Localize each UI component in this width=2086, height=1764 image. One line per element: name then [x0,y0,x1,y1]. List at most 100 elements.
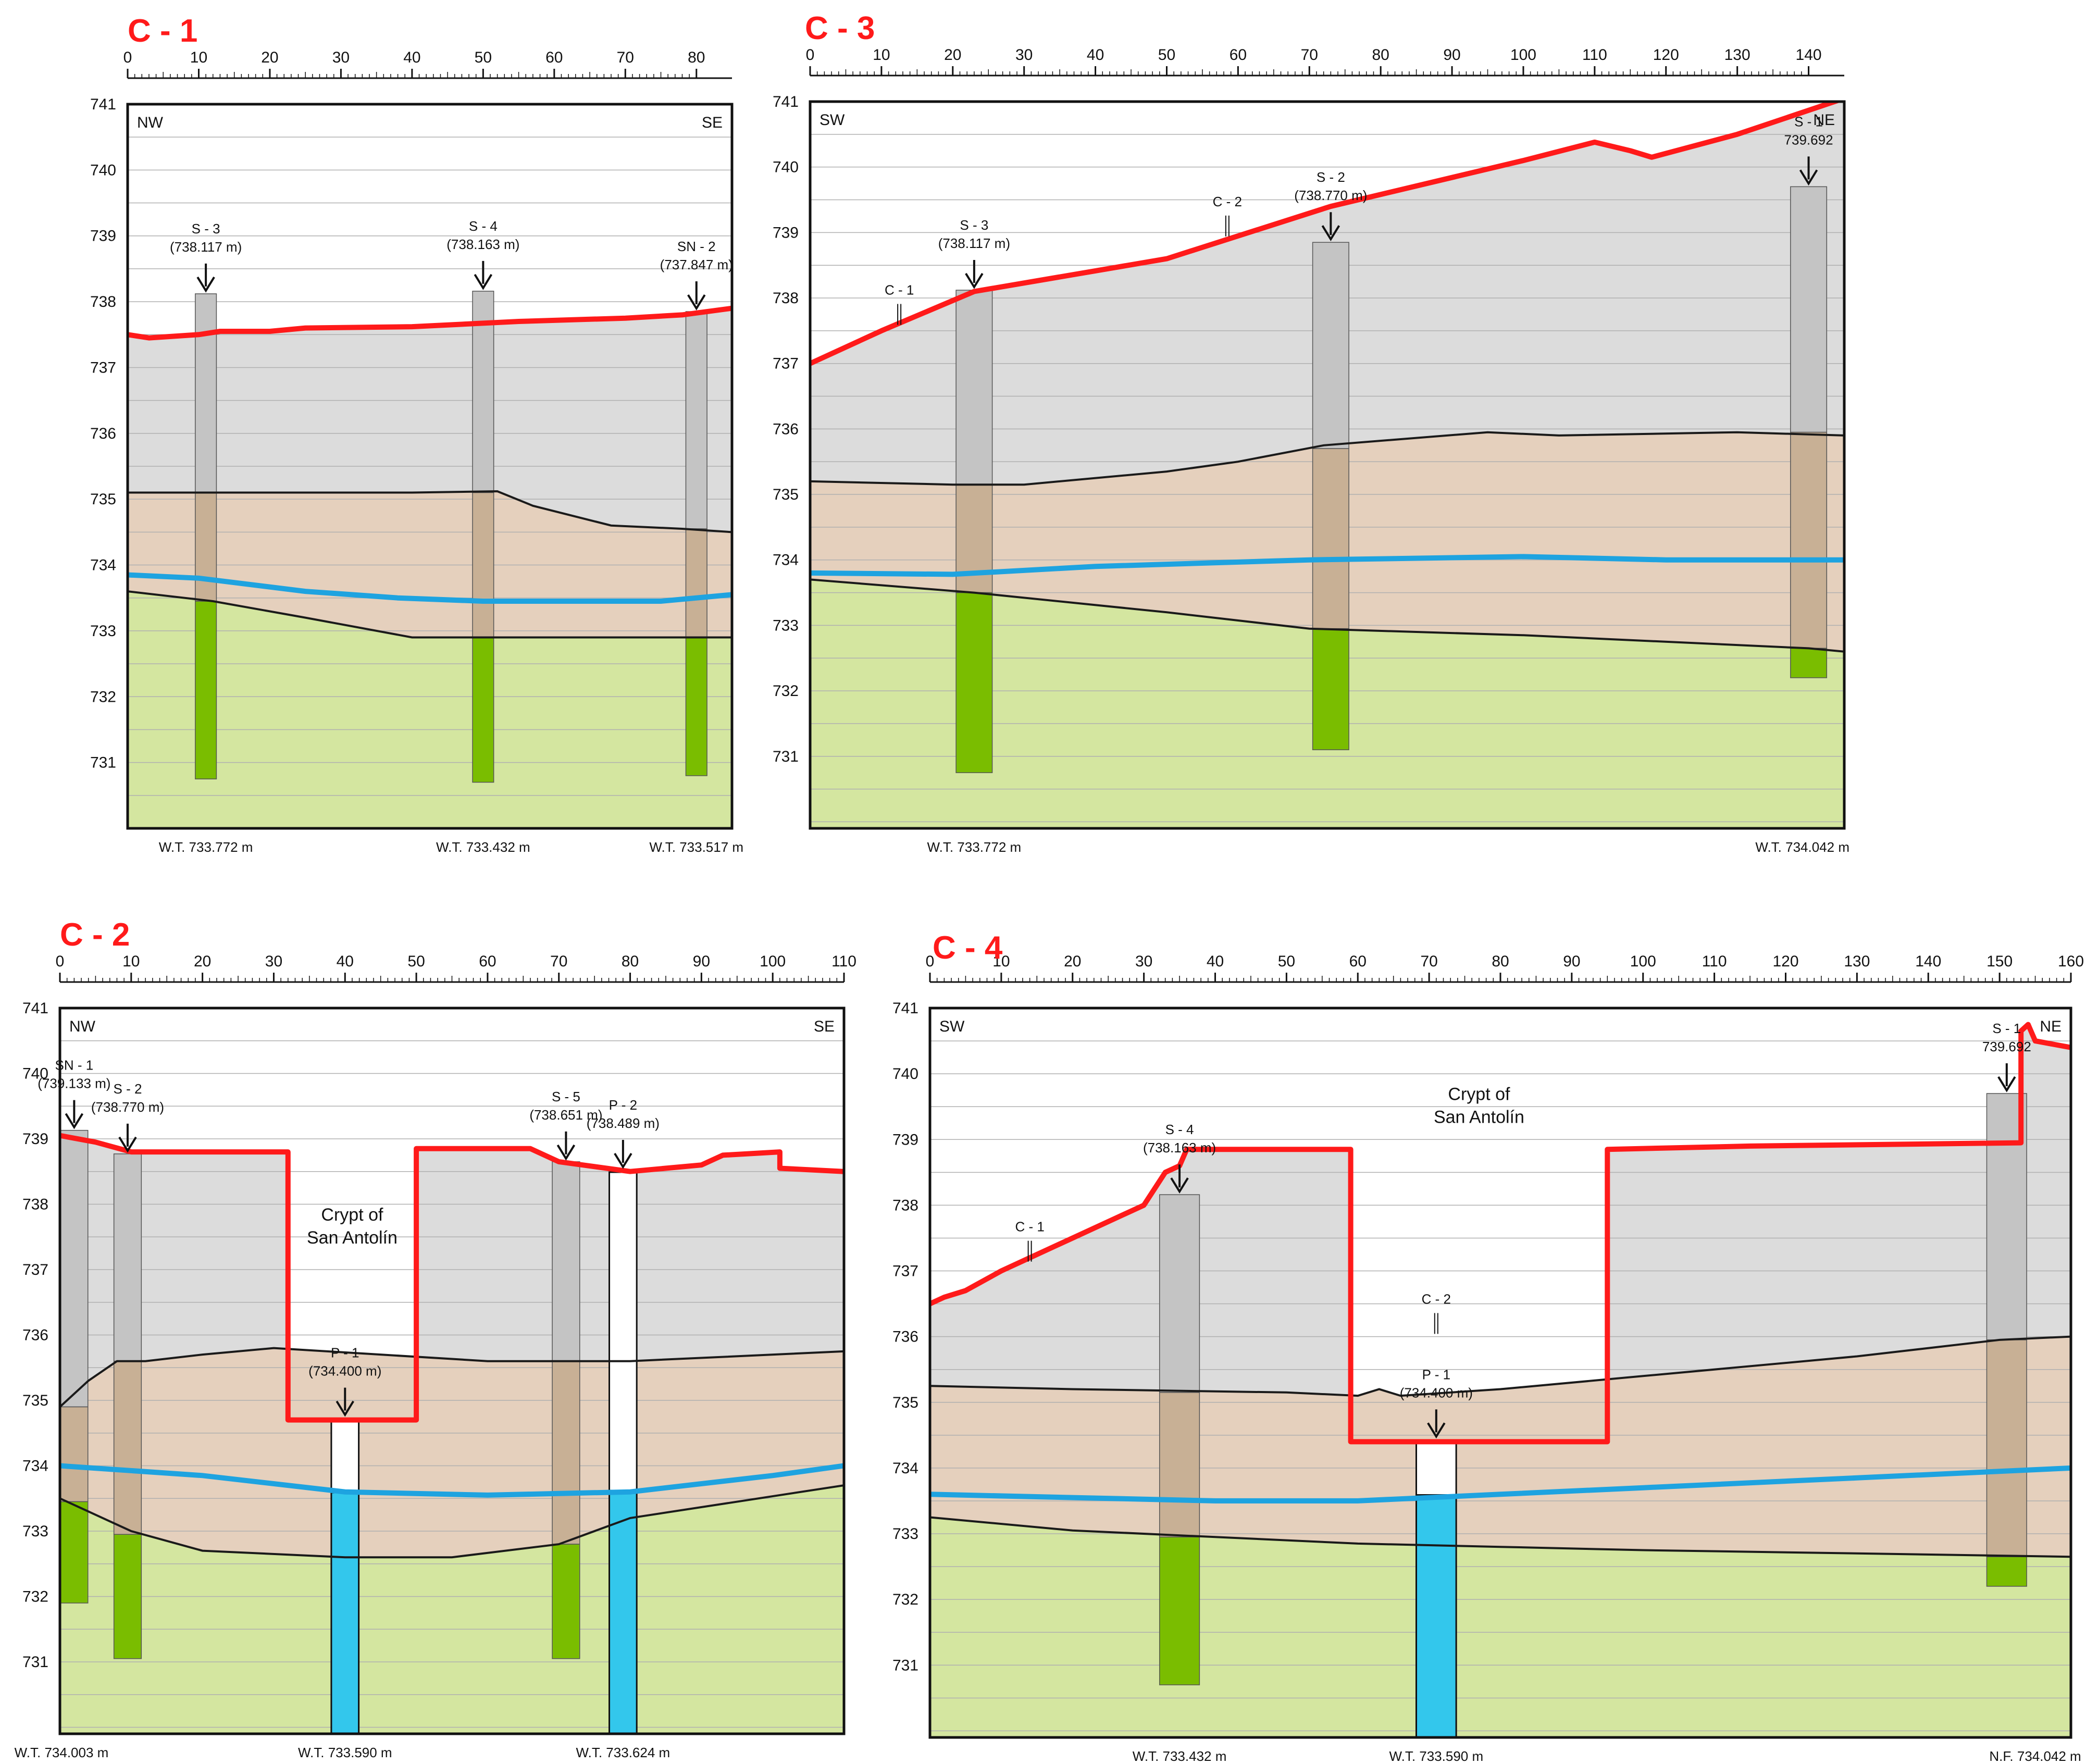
contact-line-upper [60,1347,844,1408]
contact-line-lower [930,1516,2071,1558]
water-table-reading: W.T. 733.772 m [927,839,1022,855]
borehole-core-middle [472,492,494,638]
orientation-left: NW [137,114,164,131]
borehole-name: S - 1 [1992,1021,2021,1036]
borehole-core-middle [113,1360,142,1535]
piezometer-water [609,1489,638,1734]
y-tick-label: 741 [773,93,799,110]
y-tick-label: 735 [90,491,116,508]
x-tick-label: 80 [622,953,639,970]
borehole-name: S - 4 [469,218,498,234]
x-tick-label: 20 [261,49,278,66]
orientation-right: NE [1813,111,1835,129]
y-tick-label: 737 [892,1263,918,1280]
x-tick-label: 40 [1207,953,1224,970]
x-tick-label: 70 [1301,46,1318,64]
piezometer-water [1415,1494,1457,1737]
y-tick-label: 733 [892,1525,918,1543]
borehole-name: S - 5 [552,1089,580,1104]
borehole-core-lower [1986,1556,2027,1587]
orientation-left: NW [69,1018,96,1035]
borehole-core-lower [1312,628,1349,750]
borehole-core-upper [1159,1194,1200,1393]
borehole-arrow-head [474,274,493,290]
borehole-elevation: (737.847 m) [660,257,733,272]
y-tick-label: 733 [22,1523,48,1540]
borehole-name: SN - 2 [677,239,716,254]
y-tick-label: 732 [90,688,116,705]
x-tick-label: 70 [1420,953,1437,970]
x-tick-label: 30 [265,953,282,970]
x-tick-label: 130 [1844,953,1870,970]
x-tick-label: 0 [806,46,815,64]
water-table-reading: W.T. 733.517 m [649,839,743,855]
piezometer-elevation: (734.400 m) [1400,1385,1473,1400]
x-tick-label: 60 [1349,953,1367,970]
water-table-reading: W.T. 734.003 m [15,1745,109,1760]
y-tick-label: 734 [22,1457,48,1474]
crypt-label: San Antolín [307,1228,398,1248]
x-tick-label: 0 [926,953,935,970]
section-frame [126,103,734,830]
water-table-line [930,1465,2071,1504]
x-tick-label: 110 [831,953,856,970]
crypt-label: Crypt of [321,1205,383,1225]
borehole-core-lower [1790,648,1828,678]
y-tick-label: 732 [892,1591,918,1608]
y-tick-label: 738 [773,290,799,307]
x-tick-label: 130 [1724,46,1750,64]
section-title: C - 3 [805,10,875,46]
x-tick-label: 90 [1443,46,1460,64]
borehole-name: S - 1 [1794,114,1823,129]
section-c4: 0 10 20 30 40 50 60 70 80 90 100 110 120 130 140 150 160… [892,930,2084,1764]
marker-label: C - 2 [1213,194,1242,209]
y-tick-label: 736 [22,1326,48,1344]
x-tick-label: 100 [760,953,786,970]
water-table-line [810,554,1844,577]
borehole-core-lower [472,637,494,783]
section-body [930,1008,2071,1737]
crypt-label: San Antolín [1434,1108,1524,1127]
y-tick-label: 734 [892,1460,918,1477]
section-title: C - 2 [60,917,130,953]
y-tick-label: 731 [773,748,799,765]
borehole-core-lower [195,601,217,779]
borehole-elevation: (738.117 m) [938,235,1010,251]
borehole-elevation: (738.117 m) [170,239,242,255]
water-table-reading: W.T. 733.624 m [576,1745,670,1760]
borehole-core-lower [552,1544,580,1659]
x-tick-label: 160 [2058,953,2084,970]
borehole-core-lower [60,1501,89,1604]
borehole-core-lower [955,592,993,773]
x-tick-label: 10 [873,46,890,64]
fill-layer-lower [128,591,732,828]
borehole-arrow-head [965,272,984,289]
x-tick-label: 90 [693,953,710,970]
fill-layer-upper [128,308,732,532]
surface-line [810,102,1843,366]
borehole-arrow-head [1997,1076,2016,1092]
borehole-core-middle [1312,448,1349,629]
x-tick-label: 150 [1986,953,2013,970]
x-tick-label: 80 [688,49,705,66]
y-tick-label: 741 [892,1000,918,1017]
borehole-elevation: (738.163 m) [1143,1140,1216,1156]
piezometer-elevation: (738.489 m) [587,1115,660,1131]
water-table-reading: W.T. 733.772 m [159,839,253,855]
marker-label: C - 1 [1015,1219,1044,1235]
y-tick-label: 738 [90,293,116,310]
borehole-name: SN - 1 [55,1058,94,1073]
borehole-elevation: (738.163 m) [446,237,519,252]
y-tick-label: 732 [773,682,799,700]
borehole-core-middle [195,492,217,602]
section-title: C - 1 [128,13,197,49]
contact-line-upper [930,1335,2071,1397]
x-tick-label: 20 [1064,953,1081,970]
x-tick-label: 70 [550,953,567,970]
contact-line-lower [128,590,732,639]
borehole-elevation: 739.692 [1784,132,1833,147]
crypt-label: Crypt of [1448,1085,1510,1104]
y-tick-label: 733 [773,617,799,634]
borehole-core-upper [955,290,993,485]
